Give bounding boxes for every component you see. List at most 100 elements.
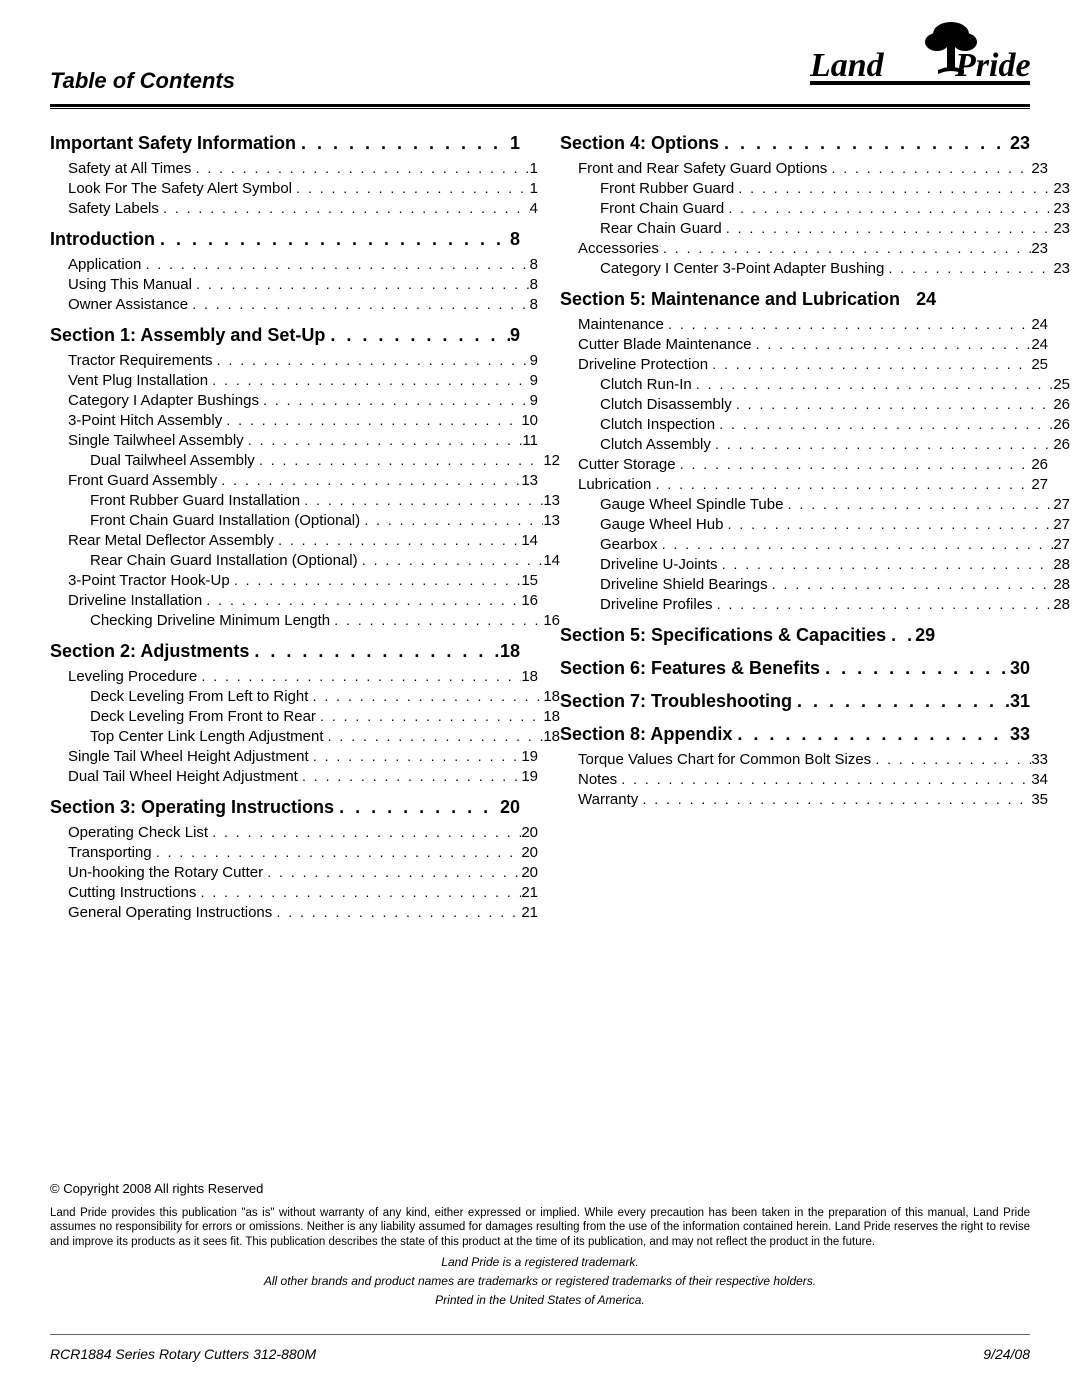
toc-entry-leader: . . . . . . . . . . . . . . . . . . . . …	[712, 356, 1031, 372]
toc-entry[interactable]: Warranty . . . . . . . . . . . . . . . .…	[578, 791, 1048, 808]
toc-entry[interactable]: Rear Chain Guard . . . . . . . . . . . .…	[600, 220, 1070, 237]
toc-entry[interactable]: Using This Manual . . . . . . . . . . . …	[68, 276, 538, 293]
toc-entry[interactable]: Gearbox . . . . . . . . . . . . . . . . …	[600, 536, 1070, 553]
toc-entry-page: 9	[530, 392, 538, 409]
toc-entry[interactable]: Introduction . . . . . . . . . . . . . .…	[50, 229, 520, 250]
toc-entry-leader: . . . . . . . . . . . . . . . . . . . . …	[163, 200, 530, 216]
toc-entry[interactable]: Dual Tail Wheel Height Adjustment . . . …	[68, 768, 538, 785]
toc-entry[interactable]: Transporting . . . . . . . . . . . . . .…	[68, 844, 538, 861]
toc-entry[interactable]: Single Tailwheel Assembly . . . . . . . …	[68, 432, 538, 449]
toc-entry[interactable]: Tractor Requirements . . . . . . . . . .…	[68, 352, 538, 369]
toc-entry[interactable]: 3-Point Tractor Hook-Up . . . . . . . . …	[68, 572, 538, 589]
toc-entry-leader: . . . . . . . . . . . . . . . . . . . . …	[663, 240, 1031, 256]
toc-entry[interactable]: Front Chain Guard . . . . . . . . . . . …	[600, 200, 1070, 217]
toc-entry[interactable]: Driveline Profiles . . . . . . . . . . .…	[600, 596, 1070, 613]
toc-left-column: Important Safety Information . . . . . .…	[50, 133, 520, 924]
toc-entry[interactable]: Front Chain Guard Installation (Optional…	[90, 512, 560, 529]
toc-entry-leader: . . . . . . . . . . . . . . . . . . . . …	[212, 824, 521, 840]
page-footer: RCR1884 Series Rotary Cutters 312-880M 9…	[50, 1346, 1030, 1362]
toc-entry[interactable]: Look For The Safety Alert Symbol . . . .…	[68, 180, 538, 197]
toc-entry[interactable]: Vent Plug Installation . . . . . . . . .…	[68, 372, 538, 389]
toc-entry-leader: . . . . . . . . . . . . . . . . . . . . …	[212, 372, 529, 388]
toc-entry[interactable]: Rear Metal Deflector Assembly . . . . . …	[68, 532, 538, 549]
toc-entry[interactable]: Maintenance . . . . . . . . . . . . . . …	[578, 316, 1048, 333]
toc-entry[interactable]: Section 5: Maintenance and Lubrication 2…	[560, 289, 1030, 310]
toc-entry[interactable]: Category I Center 3-Point Adapter Bushin…	[600, 260, 1070, 277]
toc-entry[interactable]: Gauge Wheel Hub . . . . . . . . . . . . …	[600, 516, 1070, 533]
toc-entry-label: Gauge Wheel Spindle Tube	[600, 496, 783, 513]
toc-entry[interactable]: Notes . . . . . . . . . . . . . . . . . …	[578, 771, 1048, 788]
toc-entry[interactable]: Single Tail Wheel Height Adjustment . . …	[68, 748, 538, 765]
toc-entry[interactable]: Section 8: Appendix . . . . . . . . . . …	[560, 724, 1030, 745]
toc-entry-leader: . . . . . . . . . . . . . . . . . . . . …	[196, 160, 530, 176]
toc-entry[interactable]: Un-hooking the Rotary Cutter . . . . . .…	[68, 864, 538, 881]
toc-entry[interactable]: Operating Check List . . . . . . . . . .…	[68, 824, 538, 841]
toc-entry[interactable]: Section 6: Features & Benefits . . . . .…	[560, 658, 1030, 679]
brand-logo: Land Pride	[810, 20, 1030, 100]
toc-entry[interactable]: Section 4: Options . . . . . . . . . . .…	[560, 133, 1030, 154]
toc-entry[interactable]: Clutch Assembly . . . . . . . . . . . . …	[600, 436, 1070, 453]
footer-right: 9/24/08	[983, 1346, 1030, 1362]
toc-entry-label: Driveline Shield Bearings	[600, 576, 768, 593]
toc-entry-label: Rear Chain Guard	[600, 220, 722, 237]
toc-entry[interactable]: Section 5: Specifications & Capacities .…	[560, 625, 1030, 646]
toc-entry[interactable]: Front and Rear Safety Guard Options . . …	[578, 160, 1048, 177]
toc-entry[interactable]: Driveline U-Joints . . . . . . . . . . .…	[600, 556, 1070, 573]
toc-entry[interactable]: Clutch Inspection . . . . . . . . . . . …	[600, 416, 1070, 433]
toc-entry-leader: . . . . . . . . . . . . . . . . . . . . …	[756, 336, 1032, 352]
toc-entry[interactable]: Front Guard Assembly . . . . . . . . . .…	[68, 472, 538, 489]
toc-entry[interactable]: Section 1: Assembly and Set-Up . . . . .…	[50, 325, 520, 346]
toc-entry[interactable]: Clutch Disassembly . . . . . . . . . . .…	[600, 396, 1070, 413]
toc-entry-leader: . . . . . . . . . . . . . . . . . . . . …	[772, 576, 1054, 592]
toc-entry[interactable]: Driveline Protection . . . . . . . . . .…	[578, 356, 1048, 373]
toc-entry[interactable]: Deck Leveling From Left to Right . . . .…	[90, 688, 560, 705]
toc-entry-label: Driveline U-Joints	[600, 556, 718, 573]
toc-entry[interactable]: Section 2: Adjustments . . . . . . . . .…	[50, 641, 520, 662]
toc-entry[interactable]: 3-Point Hitch Assembly . . . . . . . . .…	[68, 412, 538, 429]
toc-entry[interactable]: Cutting Instructions . . . . . . . . . .…	[68, 884, 538, 901]
toc-entry-page: 19	[521, 768, 538, 785]
toc-entry[interactable]: Leveling Procedure . . . . . . . . . . .…	[68, 668, 538, 685]
toc-entry-leader: . . . . . . . . . . . . . . . . . . . . …	[304, 492, 543, 508]
toc-entry[interactable]: Front Rubber Guard . . . . . . . . . . .…	[600, 180, 1070, 197]
toc-entry[interactable]: Section 7: Troubleshooting . . . . . . .…	[560, 691, 1030, 712]
toc-entry-page: 27	[1031, 476, 1048, 493]
toc-entry-leader: . . . . . . . . . . . . . . . . . . . . …	[217, 352, 530, 368]
toc-entry[interactable]: Driveline Shield Bearings . . . . . . . …	[600, 576, 1070, 593]
toc-entry[interactable]: Driveline Installation . . . . . . . . .…	[68, 592, 538, 609]
toc-entry-leader: . . . . . . . . . . . . . . . . . . . . …	[296, 180, 529, 196]
toc-entry-label: Section 3: Operating Instructions	[50, 797, 334, 818]
toc-entry-leader: . . . . . . . . . . . . . . . . . . . . …	[201, 884, 522, 900]
toc-entry[interactable]: General Operating Instructions . . . . .…	[68, 904, 538, 921]
toc-entry[interactable]: Clutch Run-In . . . . . . . . . . . . . …	[600, 376, 1070, 393]
toc-entry[interactable]: Lubrication . . . . . . . . . . . . . . …	[578, 476, 1048, 493]
toc-entry[interactable]: Owner Assistance . . . . . . . . . . . .…	[68, 296, 538, 313]
toc-entry[interactable]: Gauge Wheel Spindle Tube . . . . . . . .…	[600, 496, 1070, 513]
toc-entry[interactable]: Dual Tailwheel Assembly . . . . . . . . …	[90, 452, 560, 469]
toc-entry[interactable]: Accessories . . . . . . . . . . . . . . …	[578, 240, 1048, 257]
toc-entry[interactable]: Important Safety Information . . . . . .…	[50, 133, 520, 154]
toc-entry[interactable]: Category I Adapter Bushings . . . . . . …	[68, 392, 538, 409]
toc-entry-label: Section 8: Appendix	[560, 724, 732, 745]
toc-entry-label: Category I Adapter Bushings	[68, 392, 259, 409]
toc-entry[interactable]: Safety at All Times . . . . . . . . . . …	[68, 160, 538, 177]
toc-entry-leader: . . . . . . . . . . . . . . . . . . . . …	[642, 791, 1031, 807]
toc-entry-leader: . . . . . . . . . . . . . . . . . . . . …	[313, 748, 521, 764]
toc-entry-page: 9	[510, 325, 520, 346]
toc-entry[interactable]: Cutter Blade Maintenance . . . . . . . .…	[578, 336, 1048, 353]
toc-entry-leader: . . . . . . . . . . . . . . . . . . . . …	[621, 771, 1031, 787]
toc-entry[interactable]: Torque Values Chart for Common Bolt Size…	[578, 751, 1048, 768]
toc-entry-leader: . . . . . . . . . . . . . . . . . . . . …	[254, 641, 500, 662]
toc-entry[interactable]: Deck Leveling From Front to Rear . . . .…	[90, 708, 560, 725]
trademark-1: Land Pride is a registered trademark.	[50, 1255, 1030, 1269]
toc-entry-label: Section 4: Options	[560, 133, 719, 154]
toc-entry[interactable]: Top Center Link Length Adjustment . . . …	[90, 728, 560, 745]
toc-entry[interactable]: Rear Chain Guard Installation (Optional)…	[90, 552, 560, 569]
toc-entry-page: 25	[1031, 356, 1048, 373]
toc-entry[interactable]: Checking Driveline Minimum Length . . . …	[90, 612, 560, 629]
toc-entry[interactable]: Front Rubber Guard Installation . . . . …	[90, 492, 560, 509]
toc-entry[interactable]: Cutter Storage . . . . . . . . . . . . .…	[578, 456, 1048, 473]
toc-entry[interactable]: Safety Labels . . . . . . . . . . . . . …	[68, 200, 538, 217]
toc-entry[interactable]: Section 3: Operating Instructions . . . …	[50, 797, 520, 818]
toc-entry[interactable]: Application . . . . . . . . . . . . . . …	[68, 256, 538, 273]
